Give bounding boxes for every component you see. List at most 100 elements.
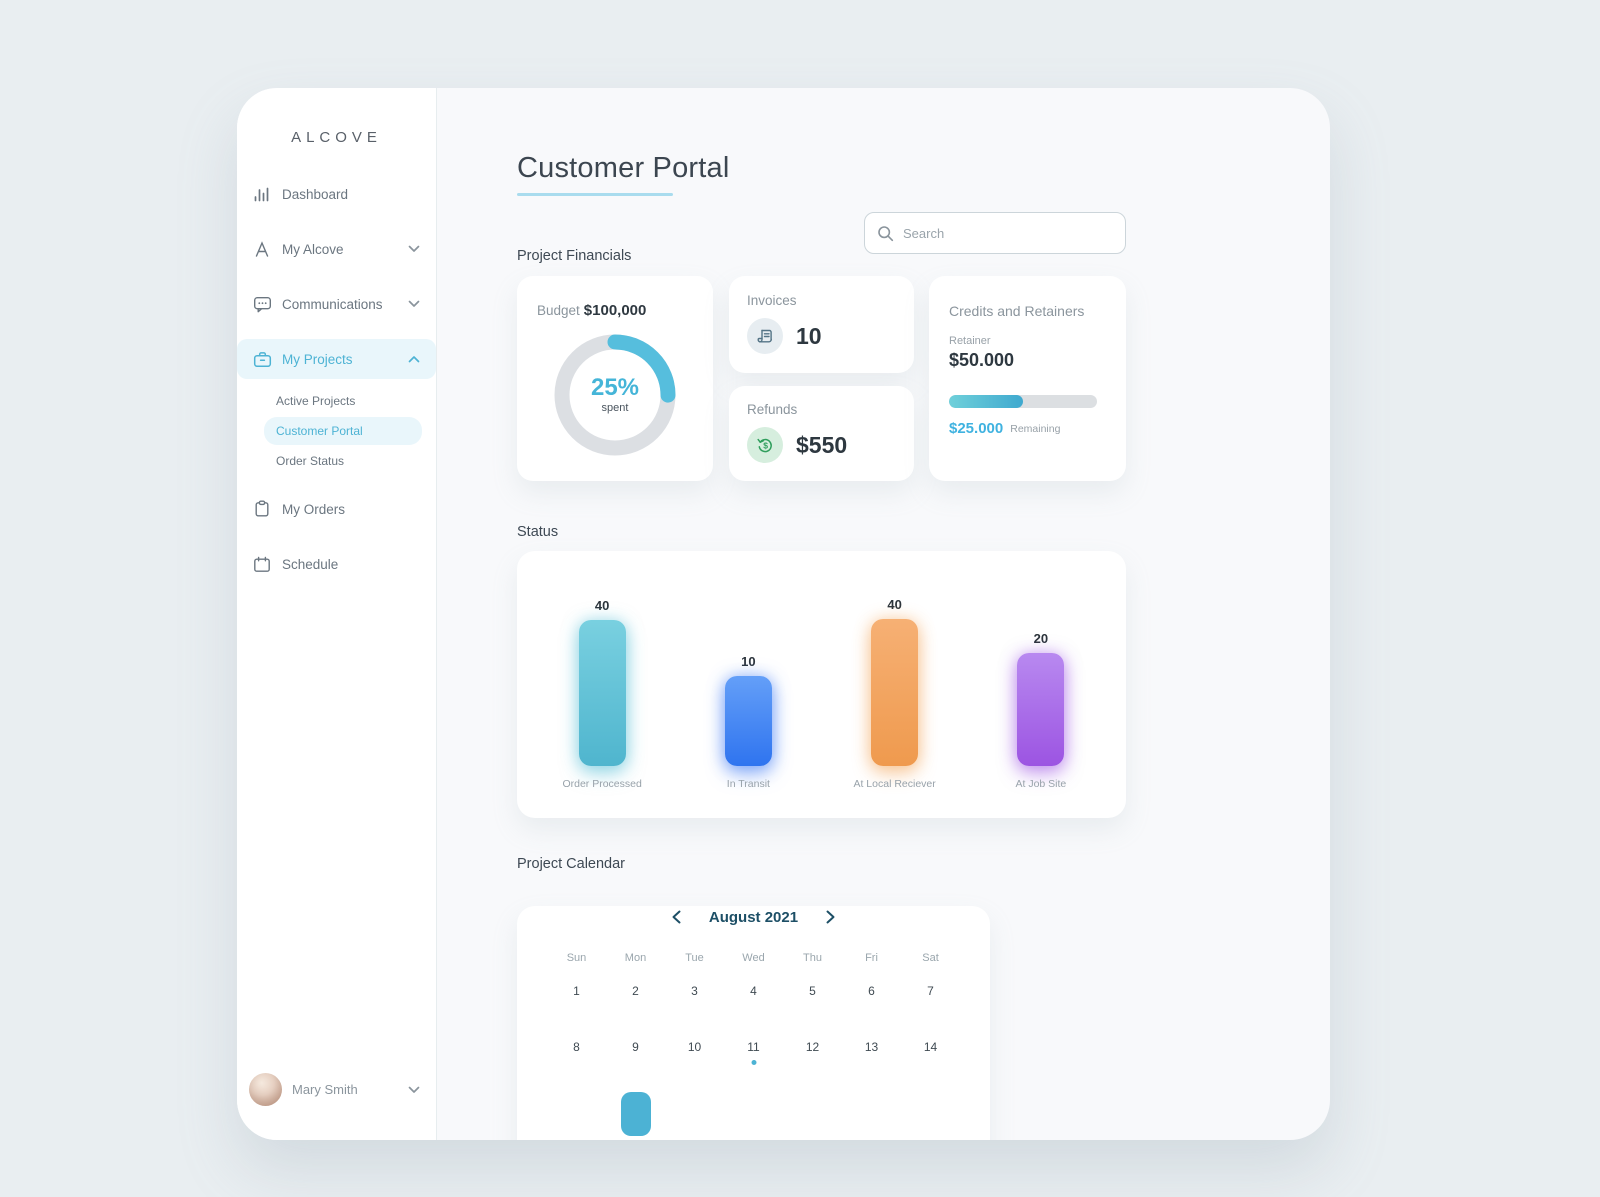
- section-status: Status: [517, 524, 559, 540]
- budget-percent: 25%: [590, 374, 640, 401]
- sidebar-item-label: My Alcove: [282, 241, 344, 257]
- chevron-down-icon: [408, 1081, 420, 1099]
- calendar-event-dot: [751, 1060, 756, 1065]
- calendar-day-8[interactable]: 8: [573, 1040, 580, 1054]
- svg-text:$: $: [763, 441, 768, 451]
- calendar-icon: [251, 556, 273, 573]
- status-bar-in-transit: 10 In Transit: [675, 551, 821, 818]
- bar-value: 40: [887, 597, 902, 612]
- calendar-dow-mon: Mon: [624, 952, 647, 964]
- calendar-selected-pill: [620, 1092, 651, 1136]
- calendar-dow-fri: Fri: [865, 952, 878, 964]
- credits-retainers-card: Credits and Retainers Retainer $50.000 $…: [929, 276, 1126, 481]
- calendar-day-10[interactable]: 10: [687, 1040, 702, 1054]
- credits-title: Credits and Retainers: [949, 303, 1085, 319]
- bar: [1017, 653, 1065, 766]
- calendar-day-13[interactable]: 13: [864, 1040, 879, 1054]
- bar: [724, 676, 772, 766]
- sidebar-subitem-customer-portal[interactable]: Customer Portal: [264, 417, 422, 445]
- bar-category-label: In Transit: [726, 778, 770, 790]
- sidebar-subitem-order-status[interactable]: Order Status: [276, 454, 345, 468]
- calendar-day-4[interactable]: 4: [750, 984, 757, 998]
- calendar-day-3[interactable]: 3: [691, 984, 698, 998]
- status-bar-at-job-site: 20 At Job Site: [968, 551, 1114, 818]
- calendar-day-11[interactable]: 11: [724, 1040, 783, 1096]
- status-bar-at-local-reciever: 40 At Local Reciever: [822, 551, 968, 818]
- calendar-dow-sat: Sat: [922, 952, 939, 964]
- budget-percent-caption: spent: [601, 402, 629, 414]
- bar-category-label: At Job Site: [1015, 778, 1067, 790]
- remaining-label: Remaining: [1010, 422, 1061, 435]
- calendar-day-7[interactable]: 7: [927, 984, 934, 998]
- calendar-day-6[interactable]: 6: [868, 984, 875, 998]
- sidebar-item-communications[interactable]: Communications: [237, 284, 436, 324]
- calendar-dow-wed: Wed: [742, 952, 765, 964]
- search-box: [864, 212, 1126, 254]
- calendar-month-label: August 2021: [708, 908, 799, 926]
- budget-label: Budget $100,000: [537, 302, 647, 319]
- sidebar: ALCOVE Dashboard My Alcove Communications M…: [237, 88, 436, 1140]
- refunds-amount: $550: [796, 431, 848, 458]
- calendar-empty-cell: [901, 1096, 960, 1140]
- calendar-day-1[interactable]: 1: [573, 984, 580, 998]
- user-menu[interactable]: Mary Smith: [237, 1073, 436, 1106]
- calendar-card: August 2021 Sun Mon Tue Wed Thu Fri Sat 1 2 3 4 5 6 7…: [517, 906, 990, 1140]
- sidebar-item-my-projects[interactable]: My Projects: [237, 339, 436, 379]
- sidebar-item-label: Communications: [282, 296, 383, 312]
- calendar-empty-cell: [665, 1096, 724, 1140]
- invoices-label: Invoices: [747, 293, 797, 308]
- refunds-label: Refunds: [747, 402, 798, 417]
- calendar-selected-day[interactable]: [606, 1092, 665, 1140]
- bar-category-label: Order Processed: [562, 778, 642, 790]
- sidebar-item-my-orders[interactable]: My Orders: [237, 489, 436, 529]
- bar-category-label: At Local Reciever: [853, 778, 936, 790]
- sidebar-item-dashboard[interactable]: Dashboard: [237, 174, 436, 214]
- bar: [578, 620, 626, 766]
- calendar-dow-tue: Tue: [685, 952, 704, 964]
- calendar-day-12[interactable]: 12: [805, 1040, 820, 1054]
- invoice-icon: [747, 318, 783, 354]
- calendar-prev-button[interactable]: [668, 906, 685, 928]
- chevron-down-icon: [408, 300, 420, 308]
- calendar-day-9[interactable]: 9: [632, 1040, 639, 1054]
- calendar-empty-cell: [547, 1096, 606, 1140]
- main-area: Customer Portal Project Financials Budge: [436, 88, 1330, 1140]
- avatar: [249, 1073, 282, 1106]
- title-underline: [517, 193, 673, 196]
- sidebar-item-label: Schedule: [282, 556, 339, 572]
- calendar-next-button[interactable]: [822, 906, 839, 928]
- invoices-count: 10: [796, 322, 822, 349]
- search-input[interactable]: [903, 225, 1113, 241]
- app-window: ALCOVE Dashboard My Alcove Communications M…: [237, 88, 1330, 1140]
- refunds-card: Refunds $ $550: [729, 386, 914, 481]
- bar: [871, 619, 919, 766]
- section-project-financials: Project Financials: [517, 248, 632, 264]
- calendar-day-2[interactable]: 2: [632, 984, 639, 998]
- calendar-empty-cell: [783, 1096, 842, 1140]
- sidebar-item-schedule[interactable]: Schedule: [237, 544, 436, 584]
- calendar-header: August 2021: [547, 906, 960, 928]
- sidebar-item-my-alcove[interactable]: My Alcove: [237, 229, 436, 269]
- user-name: Mary Smith: [292, 1082, 358, 1097]
- retainer-progress-bar: [949, 395, 1097, 408]
- remaining-amount: $25.000: [949, 420, 1004, 437]
- budget-amount: $100,000: [583, 302, 647, 319]
- budget-donut-chart: 25% spent: [553, 333, 677, 457]
- sidebar-subitem-active-projects[interactable]: Active Projects: [276, 394, 356, 408]
- status-bar-chart: 40 Order Processed 10 In Transit 40 At Local …: [517, 551, 1126, 818]
- app-logo: ALCOVE: [291, 129, 382, 146]
- calendar-empty-cell: [842, 1096, 901, 1140]
- calendar-grid: Sun Mon Tue Wed Thu Fri Sat 1 2 3 4 5 6 7 8 9 10 11 12 13 14: [547, 952, 960, 1140]
- sidebar-nav: Dashboard My Alcove Communications My Proje…: [237, 174, 436, 584]
- calendar-dow-thu: Thu: [803, 952, 822, 964]
- financial-cards-row: Budget $100,000 25% spent: [517, 276, 1126, 481]
- retainer-progress-fill: [949, 395, 1023, 408]
- calendar-day-14[interactable]: 14: [923, 1040, 938, 1054]
- sidebar-item-label: My Projects: [282, 351, 353, 367]
- bar-value: 40: [594, 598, 610, 613]
- calendar-day-5[interactable]: 5: [809, 984, 816, 998]
- chat-icon: [251, 296, 273, 313]
- chevron-right-icon: [826, 910, 835, 924]
- invoices-card: Invoices 10: [729, 276, 914, 373]
